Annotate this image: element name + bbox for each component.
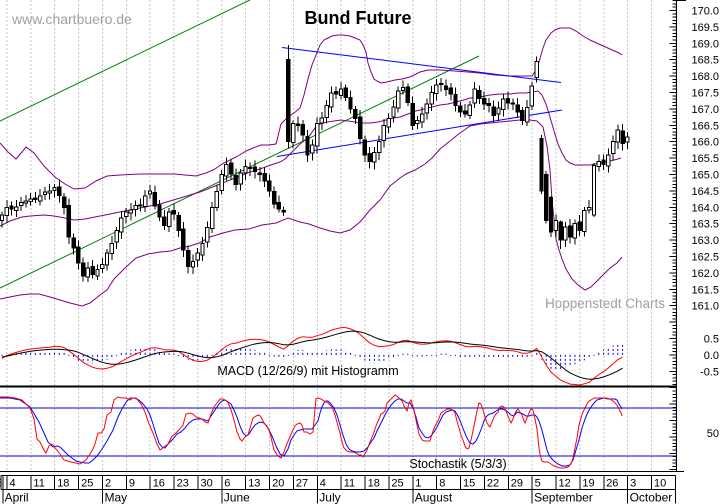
svg-text:28: 28 [0, 478, 2, 490]
svg-text:April: April [5, 491, 29, 504]
svg-text:168.0: 168.0 [691, 71, 719, 83]
svg-text:166.0: 166.0 [691, 137, 719, 149]
svg-text:169.5: 169.5 [691, 22, 719, 34]
svg-text:50: 50 [707, 428, 719, 440]
svg-text:May: May [105, 491, 128, 504]
svg-text:3: 3 [630, 478, 636, 490]
svg-text:July: July [319, 491, 340, 504]
svg-text:30: 30 [201, 478, 213, 490]
svg-text:25: 25 [391, 478, 403, 490]
svg-text:10: 10 [654, 478, 666, 490]
svg-text:September: September [534, 491, 593, 504]
svg-text:18: 18 [368, 478, 380, 490]
svg-text:October: October [630, 491, 673, 504]
svg-text:4: 4 [320, 478, 326, 490]
svg-text:Stochastik (5/3/3): Stochastik (5/3/3) [409, 457, 506, 471]
svg-text:11: 11 [33, 478, 44, 490]
svg-text:12: 12 [559, 478, 571, 490]
svg-text:-0.5: -0.5 [700, 366, 719, 378]
svg-text:MACD (12/26/9) mit Histogramm: MACD (12/26/9) mit Histogramm [217, 364, 398, 378]
svg-text:6: 6 [224, 478, 230, 490]
svg-text:165.0: 165.0 [691, 170, 719, 182]
svg-text:163.0: 163.0 [691, 235, 719, 247]
svg-text:168.5: 168.5 [691, 55, 719, 67]
svg-text:www.chartbuero.de: www.chartbuero.de [11, 11, 132, 27]
svg-text:11: 11 [344, 478, 355, 490]
svg-text:162.5: 162.5 [691, 252, 719, 264]
svg-text:Bund Future: Bund Future [305, 8, 412, 28]
svg-text:Hoppenstedt Charts: Hoppenstedt Charts [545, 296, 665, 311]
svg-text:5: 5 [535, 478, 541, 490]
svg-text:15: 15 [463, 478, 475, 490]
svg-text:162.0: 162.0 [691, 268, 719, 280]
svg-text:169.0: 169.0 [691, 38, 719, 50]
svg-text:4: 4 [10, 478, 16, 490]
svg-text:13: 13 [248, 478, 260, 490]
svg-text:166.5: 166.5 [691, 120, 719, 132]
svg-text:161.5: 161.5 [691, 284, 719, 296]
svg-text:23: 23 [177, 478, 189, 490]
svg-text:1: 1 [415, 478, 421, 490]
svg-text:165.5: 165.5 [691, 153, 719, 165]
svg-text:164.5: 164.5 [691, 186, 719, 198]
svg-text:22: 22 [487, 478, 499, 490]
svg-text:0.0: 0.0 [704, 350, 719, 362]
svg-text:164.0: 164.0 [691, 202, 719, 214]
svg-text:167.5: 167.5 [691, 88, 719, 100]
svg-text:161.0: 161.0 [691, 301, 719, 313]
svg-text:August: August [415, 491, 453, 504]
svg-text:18: 18 [57, 478, 69, 490]
svg-text:27: 27 [296, 478, 308, 490]
svg-text:9: 9 [129, 478, 135, 490]
svg-text:26: 26 [606, 478, 618, 490]
svg-text:170.0: 170.0 [691, 6, 719, 18]
svg-text:2: 2 [105, 478, 111, 490]
svg-text:167.0: 167.0 [691, 104, 719, 116]
svg-text:16: 16 [153, 478, 165, 490]
svg-text:29: 29 [511, 478, 523, 490]
svg-text:20: 20 [272, 478, 284, 490]
svg-text:8: 8 [439, 478, 445, 490]
svg-text:25: 25 [81, 478, 93, 490]
svg-text:163.5: 163.5 [691, 219, 719, 231]
svg-text:19: 19 [582, 478, 594, 490]
svg-text:June: June [224, 491, 250, 504]
svg-text:0.5: 0.5 [704, 334, 719, 346]
